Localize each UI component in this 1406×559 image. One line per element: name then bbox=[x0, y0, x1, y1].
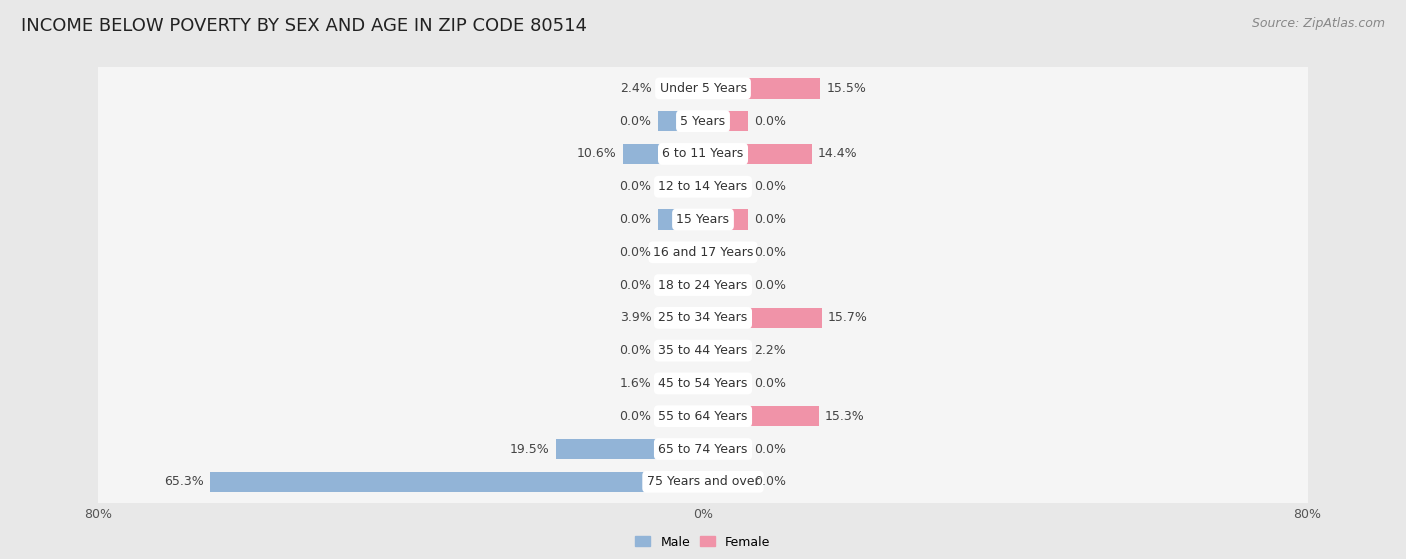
Text: INCOME BELOW POVERTY BY SEX AND AGE IN ZIP CODE 80514: INCOME BELOW POVERTY BY SEX AND AGE IN Z… bbox=[21, 17, 588, 35]
FancyBboxPatch shape bbox=[94, 188, 1312, 251]
Text: 16 and 17 Years: 16 and 17 Years bbox=[652, 246, 754, 259]
Text: 0.0%: 0.0% bbox=[755, 278, 786, 292]
Text: 0.0%: 0.0% bbox=[755, 377, 786, 390]
Text: 0.0%: 0.0% bbox=[755, 246, 786, 259]
Text: 1.6%: 1.6% bbox=[620, 377, 651, 390]
Text: 0.0%: 0.0% bbox=[620, 344, 651, 357]
Bar bbox=[703, 144, 811, 164]
Bar bbox=[703, 242, 748, 263]
Bar bbox=[555, 439, 703, 459]
Text: 0.0%: 0.0% bbox=[620, 410, 651, 423]
Bar bbox=[658, 373, 703, 394]
Text: 65.3%: 65.3% bbox=[163, 475, 204, 489]
Text: 0.0%: 0.0% bbox=[755, 443, 786, 456]
FancyBboxPatch shape bbox=[94, 122, 1312, 186]
Bar bbox=[703, 340, 748, 361]
FancyBboxPatch shape bbox=[94, 254, 1312, 316]
Text: 35 to 44 Years: 35 to 44 Years bbox=[658, 344, 748, 357]
Bar bbox=[658, 340, 703, 361]
Text: 75 Years and over: 75 Years and over bbox=[647, 475, 759, 489]
FancyBboxPatch shape bbox=[94, 418, 1312, 481]
Text: Under 5 Years: Under 5 Years bbox=[659, 82, 747, 95]
FancyBboxPatch shape bbox=[94, 286, 1312, 349]
Text: 0.0%: 0.0% bbox=[755, 213, 786, 226]
Bar bbox=[658, 177, 703, 197]
FancyBboxPatch shape bbox=[94, 89, 1312, 153]
Bar bbox=[658, 242, 703, 263]
Bar bbox=[658, 78, 703, 98]
Bar bbox=[703, 210, 748, 230]
Text: 0.0%: 0.0% bbox=[620, 115, 651, 127]
Text: 25 to 34 Years: 25 to 34 Years bbox=[658, 311, 748, 324]
Text: 55 to 64 Years: 55 to 64 Years bbox=[658, 410, 748, 423]
Text: 45 to 54 Years: 45 to 54 Years bbox=[658, 377, 748, 390]
FancyBboxPatch shape bbox=[94, 57, 1312, 120]
FancyBboxPatch shape bbox=[94, 451, 1312, 513]
Text: 6 to 11 Years: 6 to 11 Years bbox=[662, 148, 744, 160]
Bar bbox=[703, 472, 748, 492]
Bar bbox=[703, 439, 748, 459]
Bar bbox=[703, 177, 748, 197]
Legend: Male, Female: Male, Female bbox=[630, 530, 776, 553]
Bar bbox=[703, 275, 748, 295]
Text: 15.7%: 15.7% bbox=[828, 311, 868, 324]
FancyBboxPatch shape bbox=[94, 155, 1312, 218]
Text: 15 Years: 15 Years bbox=[676, 213, 730, 226]
Text: 3.9%: 3.9% bbox=[620, 311, 651, 324]
Text: 10.6%: 10.6% bbox=[576, 148, 617, 160]
Text: 5 Years: 5 Years bbox=[681, 115, 725, 127]
Text: 0.0%: 0.0% bbox=[755, 115, 786, 127]
Text: 2.4%: 2.4% bbox=[620, 82, 651, 95]
Text: 19.5%: 19.5% bbox=[510, 443, 550, 456]
FancyBboxPatch shape bbox=[94, 352, 1312, 415]
Bar bbox=[658, 275, 703, 295]
Bar bbox=[703, 307, 821, 328]
Bar bbox=[658, 307, 703, 328]
Bar bbox=[703, 373, 748, 394]
Text: 0.0%: 0.0% bbox=[620, 278, 651, 292]
Text: 0.0%: 0.0% bbox=[755, 180, 786, 193]
Text: 15.5%: 15.5% bbox=[827, 82, 866, 95]
Bar bbox=[658, 111, 703, 131]
Text: 15.3%: 15.3% bbox=[825, 410, 865, 423]
FancyBboxPatch shape bbox=[94, 319, 1312, 382]
Text: 0.0%: 0.0% bbox=[620, 213, 651, 226]
Text: 2.2%: 2.2% bbox=[755, 344, 786, 357]
FancyBboxPatch shape bbox=[94, 221, 1312, 284]
Bar bbox=[703, 78, 820, 98]
Bar bbox=[658, 406, 703, 427]
Bar bbox=[658, 210, 703, 230]
Text: 0.0%: 0.0% bbox=[620, 246, 651, 259]
Bar bbox=[623, 144, 703, 164]
Text: 14.4%: 14.4% bbox=[818, 148, 858, 160]
Text: 0.0%: 0.0% bbox=[620, 180, 651, 193]
Text: 12 to 14 Years: 12 to 14 Years bbox=[658, 180, 748, 193]
Bar bbox=[703, 111, 748, 131]
Text: 0.0%: 0.0% bbox=[755, 475, 786, 489]
Text: 65 to 74 Years: 65 to 74 Years bbox=[658, 443, 748, 456]
Text: 18 to 24 Years: 18 to 24 Years bbox=[658, 278, 748, 292]
FancyBboxPatch shape bbox=[94, 385, 1312, 448]
Text: Source: ZipAtlas.com: Source: ZipAtlas.com bbox=[1251, 17, 1385, 30]
Bar bbox=[703, 406, 818, 427]
Bar bbox=[209, 472, 703, 492]
